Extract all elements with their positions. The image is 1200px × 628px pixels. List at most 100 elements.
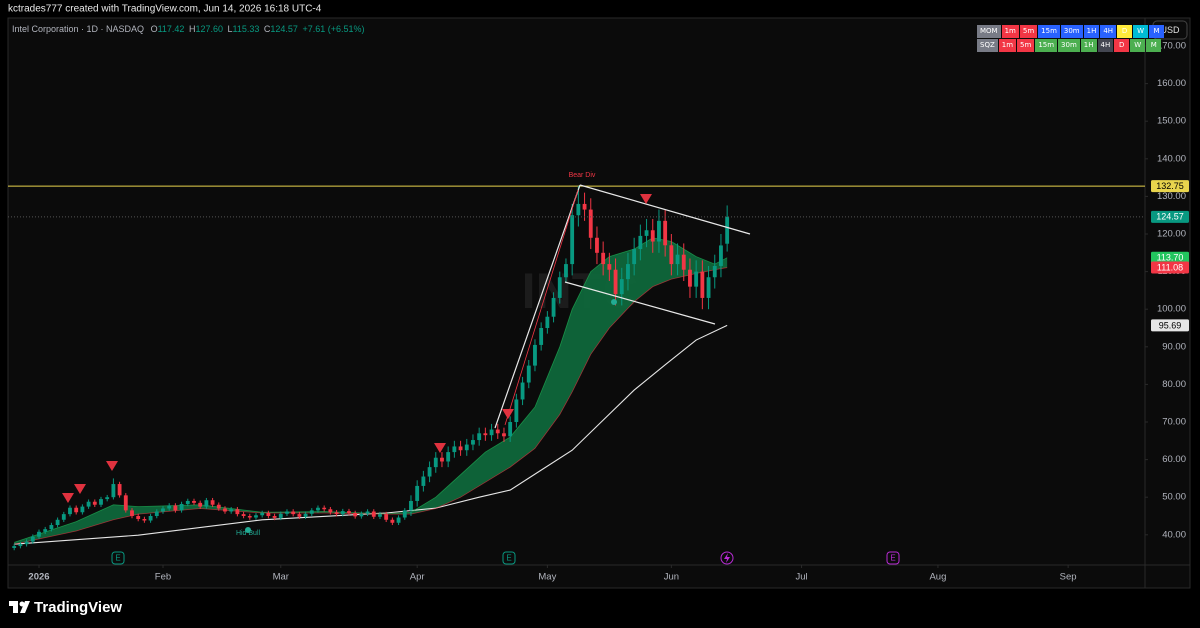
candle-body bbox=[663, 220, 668, 246]
sell-marker bbox=[502, 409, 514, 419]
candle-body bbox=[576, 203, 581, 216]
y-tick-label: 140.00 bbox=[1157, 153, 1186, 164]
candle-body bbox=[229, 509, 234, 512]
candle-body bbox=[371, 511, 376, 517]
candle-body bbox=[681, 254, 686, 270]
candle-body bbox=[545, 316, 550, 329]
candle-body bbox=[632, 249, 637, 265]
candle-body bbox=[322, 507, 327, 510]
status-cell: 5m bbox=[1019, 25, 1038, 38]
candle-body bbox=[216, 504, 221, 509]
candle-body bbox=[365, 511, 370, 514]
candle-body bbox=[588, 209, 593, 238]
status-cell: 4H bbox=[1097, 39, 1114, 52]
candle-body bbox=[421, 476, 426, 486]
candle-body bbox=[384, 514, 389, 520]
event-icon[interactable] bbox=[502, 551, 516, 565]
candle-body bbox=[316, 507, 320, 511]
ohlc-key: H bbox=[189, 24, 196, 34]
y-tick-label: 170.00 bbox=[1157, 41, 1186, 52]
trendline bbox=[494, 184, 581, 429]
x-tick-label: May bbox=[538, 572, 556, 583]
candle-body bbox=[241, 514, 246, 517]
candle-body bbox=[86, 501, 91, 507]
candle-body bbox=[539, 328, 544, 345]
ohlc-key: L bbox=[228, 24, 233, 34]
status-cell: 15m bbox=[1038, 25, 1060, 38]
event-label[interactable]: E bbox=[506, 554, 511, 563]
candle-body bbox=[650, 230, 655, 242]
candle-body bbox=[446, 452, 451, 462]
divergence-line bbox=[504, 189, 579, 426]
candle-body bbox=[37, 531, 41, 537]
legend: Intel Corporation · 1D · NASDAQ O117.42 … bbox=[12, 24, 364, 34]
candle-body bbox=[601, 252, 606, 265]
y-tick-label: 60.00 bbox=[1162, 454, 1186, 465]
ohlc-value: 115.33 bbox=[233, 24, 260, 34]
candle-body bbox=[712, 265, 717, 278]
candle-body bbox=[415, 485, 420, 501]
candle-body bbox=[669, 245, 674, 265]
x-tick-label: Aug bbox=[929, 572, 946, 583]
price-tag bbox=[1151, 180, 1189, 193]
candle-body bbox=[700, 271, 705, 298]
candle-body bbox=[557, 277, 562, 298]
candle-body bbox=[247, 516, 252, 518]
candle-body bbox=[254, 515, 258, 518]
y-tick-label: 40.00 bbox=[1162, 529, 1186, 540]
event-icon[interactable] bbox=[111, 551, 125, 565]
brand-name: TradingView bbox=[34, 599, 122, 616]
sell-marker bbox=[106, 461, 118, 471]
sell-marker bbox=[434, 443, 446, 453]
event-label[interactable]: E bbox=[890, 554, 895, 563]
symbol: Intel Corporation · 1D · NASDAQ bbox=[12, 24, 144, 34]
buy-dot bbox=[245, 527, 251, 533]
x-tick-label: Sep bbox=[1060, 572, 1077, 583]
event-icon[interactable] bbox=[720, 551, 734, 565]
status-cell: 30m bbox=[1058, 39, 1080, 52]
candle-body bbox=[123, 495, 128, 511]
candle-body bbox=[688, 269, 692, 287]
candle-body bbox=[409, 500, 413, 511]
candle-body bbox=[477, 433, 482, 441]
candle-body bbox=[595, 237, 599, 253]
ohlc-value: 117.42 bbox=[158, 24, 185, 34]
candle-body bbox=[452, 446, 457, 453]
candle-body bbox=[564, 264, 568, 278]
currency[interactable]: USD bbox=[1160, 25, 1180, 35]
candle-body bbox=[136, 516, 141, 520]
event-label[interactable]: E bbox=[115, 554, 120, 563]
plot: 40.0050.0060.0070.0080.0090.00100.00110.… bbox=[8, 41, 1189, 583]
y-tick-label: 160.00 bbox=[1157, 78, 1186, 89]
candle-body bbox=[340, 511, 345, 515]
candle-body bbox=[192, 500, 196, 503]
status-cell: 30m bbox=[1060, 25, 1083, 38]
candle-body bbox=[619, 279, 624, 295]
candle-body bbox=[378, 514, 382, 517]
price-tag bbox=[1151, 261, 1189, 274]
candle-body bbox=[657, 220, 661, 242]
y-tick-label: 100.00 bbox=[1157, 304, 1186, 315]
event-icon[interactable] bbox=[886, 551, 900, 565]
sell-marker bbox=[62, 493, 74, 503]
candle-body bbox=[483, 433, 488, 436]
y-tick-label: 150.00 bbox=[1157, 116, 1186, 127]
status-cell: W bbox=[1133, 25, 1149, 38]
price-tag-label: 113.70 bbox=[1157, 253, 1184, 263]
candle-body bbox=[613, 269, 618, 295]
candle-body bbox=[198, 502, 203, 507]
ohlc-value: 124.57 bbox=[270, 24, 298, 34]
status-cell: W bbox=[1130, 39, 1146, 52]
candle-body bbox=[309, 510, 314, 514]
candle-body bbox=[260, 512, 265, 516]
candle-body bbox=[502, 433, 506, 437]
candle-body bbox=[297, 514, 302, 517]
status-cell: 5m bbox=[1017, 39, 1035, 52]
candle-body bbox=[210, 500, 215, 505]
candle-body bbox=[68, 507, 72, 515]
candle-body bbox=[92, 501, 97, 505]
candle-body bbox=[61, 514, 66, 520]
candle-body bbox=[440, 457, 444, 462]
candle-body bbox=[24, 541, 29, 545]
